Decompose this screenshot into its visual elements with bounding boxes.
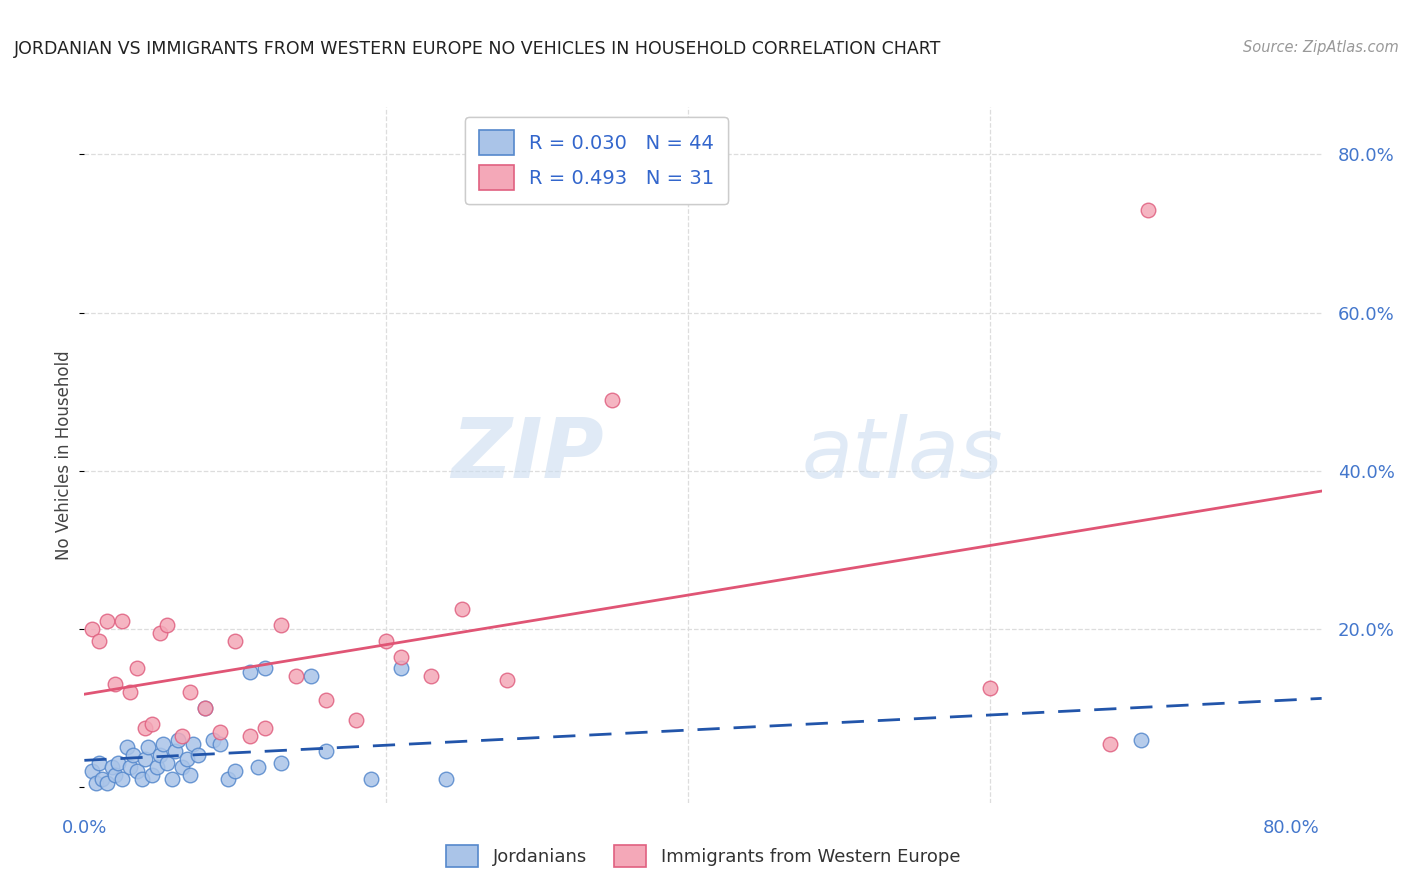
- Point: [149, 748, 172, 763]
- Point: [254, 661, 277, 675]
- Point: [270, 756, 292, 771]
- Point: [450, 602, 472, 616]
- Point: [420, 669, 443, 683]
- Y-axis label: No Vehicles in Household: No Vehicles in Household: [55, 350, 73, 560]
- Point: [141, 768, 163, 782]
- Point: [239, 729, 262, 743]
- Point: [121, 748, 143, 763]
- Point: [172, 729, 194, 743]
- Point: [80, 764, 103, 779]
- Point: [136, 740, 159, 755]
- Point: [299, 669, 322, 683]
- Point: [100, 760, 122, 774]
- Point: [127, 661, 149, 675]
- Point: [111, 614, 134, 628]
- Point: [80, 622, 103, 636]
- Legend: R = 0.030   N = 44, R = 0.493   N = 31: R = 0.030 N = 44, R = 0.493 N = 31: [465, 117, 728, 203]
- Point: [360, 772, 382, 786]
- Point: [194, 701, 217, 715]
- Point: [194, 701, 217, 715]
- Point: [284, 669, 307, 683]
- Point: [152, 737, 174, 751]
- Point: [224, 764, 246, 779]
- Point: [315, 744, 337, 758]
- Point: [1099, 737, 1122, 751]
- Point: [96, 614, 118, 628]
- Point: [156, 618, 179, 632]
- Point: [146, 760, 169, 774]
- Point: [141, 716, 163, 731]
- Point: [91, 772, 114, 786]
- Point: [1137, 202, 1160, 217]
- Point: [495, 673, 517, 688]
- Point: [209, 724, 232, 739]
- Point: [111, 772, 134, 786]
- Point: [172, 760, 194, 774]
- Point: [176, 752, 198, 766]
- Point: [389, 661, 412, 675]
- Point: [209, 737, 232, 751]
- Point: [246, 760, 269, 774]
- Point: [103, 677, 125, 691]
- Point: [375, 633, 398, 648]
- Point: [167, 732, 190, 747]
- Point: [160, 772, 183, 786]
- Point: [181, 737, 204, 751]
- Point: [315, 693, 337, 707]
- Point: [118, 685, 141, 699]
- Point: [979, 681, 1001, 695]
- Point: [89, 756, 111, 771]
- Point: [224, 633, 246, 648]
- Point: [436, 772, 458, 786]
- Legend: Jordanians, Immigrants from Western Europe: Jordanians, Immigrants from Western Euro…: [439, 838, 967, 874]
- Point: [103, 768, 125, 782]
- Point: [344, 713, 367, 727]
- Point: [134, 721, 156, 735]
- Point: [107, 756, 129, 771]
- Text: JORDANIAN VS IMMIGRANTS FROM WESTERN EUROPE NO VEHICLES IN HOUSEHOLD CORRELATION: JORDANIAN VS IMMIGRANTS FROM WESTERN EUR…: [14, 40, 942, 58]
- Point: [89, 633, 111, 648]
- Point: [217, 772, 239, 786]
- Point: [239, 665, 262, 680]
- Point: [201, 732, 224, 747]
- Point: [96, 776, 118, 790]
- Point: [149, 625, 172, 640]
- Point: [127, 764, 149, 779]
- Point: [602, 392, 624, 407]
- Point: [254, 721, 277, 735]
- Point: [179, 685, 201, 699]
- Text: ZIP: ZIP: [451, 415, 605, 495]
- Point: [118, 760, 141, 774]
- Point: [1129, 732, 1152, 747]
- Point: [163, 744, 186, 758]
- Point: [115, 740, 138, 755]
- Point: [156, 756, 179, 771]
- Point: [131, 772, 153, 786]
- Point: [86, 776, 108, 790]
- Point: [179, 768, 201, 782]
- Point: [134, 752, 156, 766]
- Point: [270, 618, 292, 632]
- Text: atlas: atlas: [801, 415, 1004, 495]
- Point: [186, 748, 208, 763]
- Point: [389, 649, 412, 664]
- Text: Source: ZipAtlas.com: Source: ZipAtlas.com: [1243, 40, 1399, 55]
